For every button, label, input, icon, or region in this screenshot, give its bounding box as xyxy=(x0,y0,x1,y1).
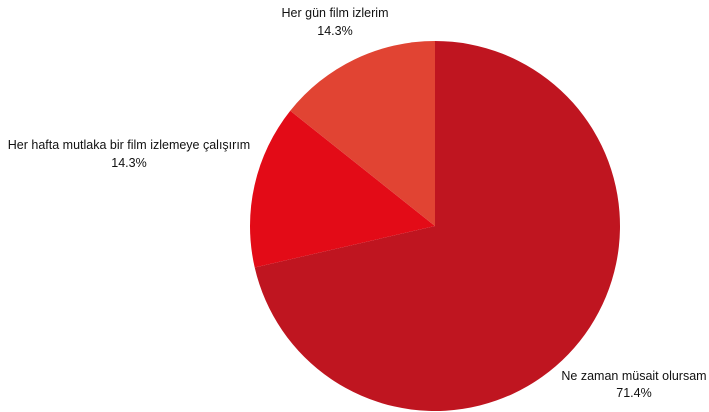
pie-slice-0 xyxy=(254,41,620,411)
pie-slices xyxy=(249,41,620,411)
slice-label-her-hafta: Her hafta mutlaka bir film izlemeye çalı… xyxy=(8,138,250,152)
slice-value-her-gun: 14.3% xyxy=(317,24,352,38)
pie-labels: Ne zaman müsait olursam 71.4% Her hafta … xyxy=(8,6,707,400)
slice-value-her-hafta: 14.3% xyxy=(111,156,146,170)
slice-value-ne-zaman: 71.4% xyxy=(616,386,651,400)
slice-label-her-gun: Her gün film izlerim xyxy=(282,6,389,20)
pie-slice-1 xyxy=(249,110,435,268)
pie-slice-2 xyxy=(290,41,435,226)
slice-label-ne-zaman: Ne zaman müsait olursam xyxy=(561,369,706,383)
